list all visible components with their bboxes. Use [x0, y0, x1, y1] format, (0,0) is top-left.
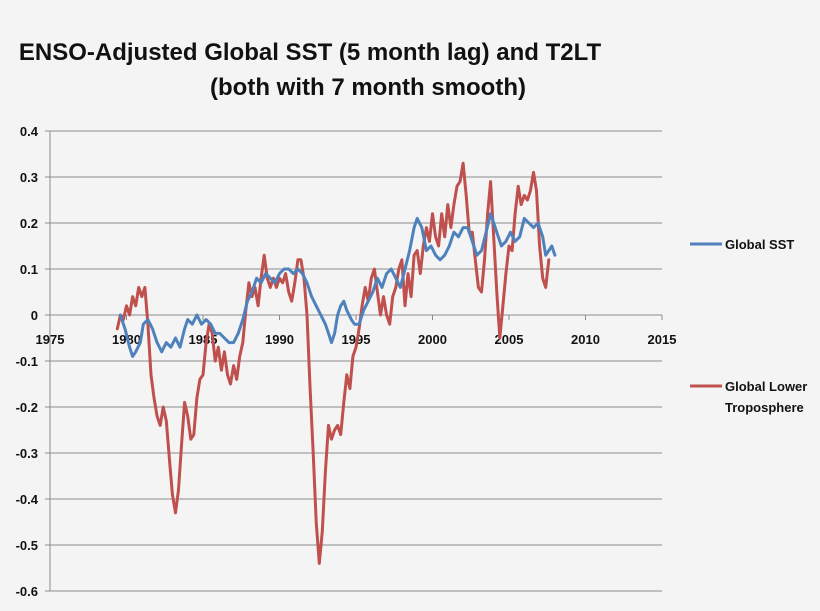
legend-label-global-lower-troposphere: Global Lower Troposphere [725, 379, 811, 415]
legend-label-global-sst: Global SST [725, 237, 794, 252]
series-line-global-lower-troposphere [115, 161, 551, 565]
y-tick-label: 0.1 [20, 262, 38, 277]
x-tick-label: 2005 [495, 332, 524, 347]
y-tick-label: -0.3 [16, 446, 38, 461]
y-tick-label: 0.3 [20, 170, 38, 185]
series-line-global-sst [118, 212, 557, 358]
y-tick-label: 0.2 [20, 216, 38, 231]
x-tick-label: 2010 [571, 332, 600, 347]
y-tick-label: -0.6 [16, 584, 38, 599]
y-tick-label: 0.4 [20, 124, 39, 139]
y-tick-label: 0 [31, 308, 38, 323]
legend-label-line-2: Troposphere [725, 400, 804, 415]
x-tick-label: 2000 [418, 332, 447, 347]
y-tick-label: -0.5 [16, 538, 38, 553]
legend: Global SST Global Lower Troposphere [690, 237, 811, 415]
x-axis-ticks: 1975 1980 1985 1990 1995 2000 2005 2010 2015 [36, 315, 677, 347]
series-layer [115, 161, 557, 565]
x-tick-label: 1975 [36, 332, 65, 347]
gridlines [50, 130, 662, 592]
y-axis-ticks: 0.4 0.3 0.2 0.1 0 -0.1 -0.2 -0.3 -0.4 -0.5 -0.6 [16, 124, 50, 599]
y-tick-label: -0.1 [16, 354, 38, 369]
x-tick-label: 1990 [265, 332, 294, 347]
y-tick-label: -0.4 [16, 492, 39, 507]
chart-title-line-1: ENSO-Adjusted Global SST (5 month lag) a… [19, 39, 602, 66]
y-tick-label: -0.2 [16, 400, 38, 415]
x-tick-label: 1985 [189, 332, 218, 347]
x-tick-label: 2015 [648, 332, 677, 347]
chart-title-line-2: (both with 7 month smooth) [210, 74, 526, 101]
legend-label-line-1: Global Lower [725, 379, 807, 394]
